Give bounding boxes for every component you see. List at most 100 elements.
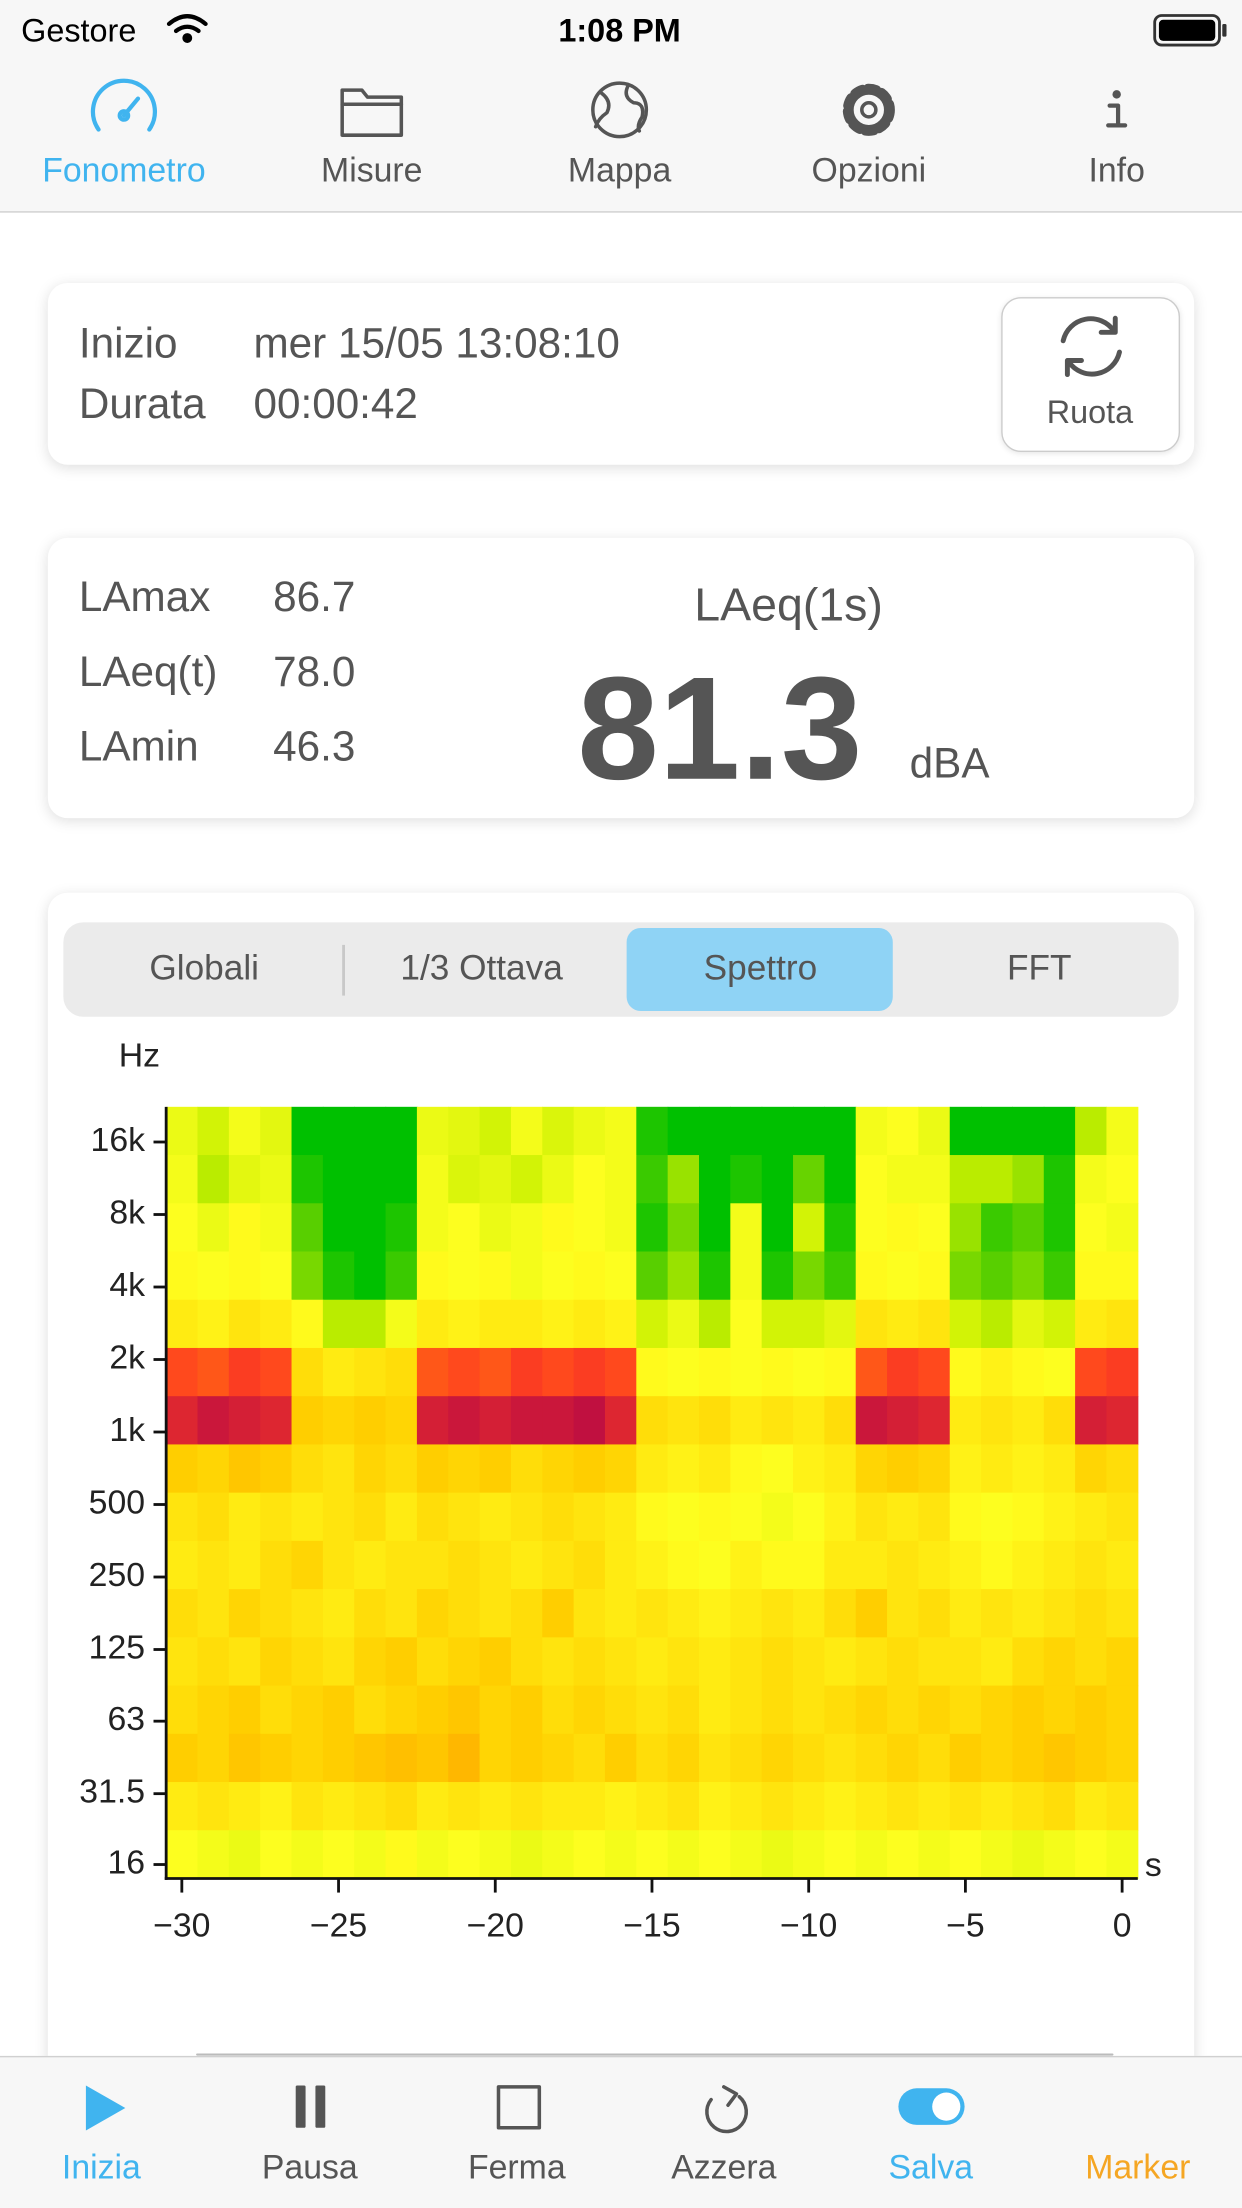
heat-cell bbox=[667, 1203, 700, 1253]
heat-cell bbox=[730, 1589, 763, 1638]
heat-cell bbox=[166, 1299, 199, 1349]
tab-label[interactable]: Opzioni bbox=[811, 152, 927, 191]
heat-cell bbox=[354, 1733, 387, 1783]
duration-value: 00:00:42 bbox=[253, 381, 418, 429]
heat-cell bbox=[1075, 1685, 1108, 1735]
heat-cell bbox=[260, 1637, 293, 1687]
heat-cell bbox=[542, 1444, 575, 1494]
heat-cell bbox=[604, 1106, 637, 1156]
heat-cell bbox=[354, 1347, 387, 1397]
heat-cell bbox=[166, 1396, 199, 1445]
heat-cell bbox=[354, 1444, 387, 1494]
reset-icon[interactable] bbox=[705, 2085, 748, 2134]
segment[interactable]: 1/3 Ottava bbox=[400, 948, 563, 988]
heat-cell bbox=[385, 1106, 418, 1156]
tab-label[interactable]: Fonometro bbox=[42, 152, 206, 191]
heat-cell bbox=[291, 1685, 324, 1735]
heat-cell bbox=[416, 1106, 449, 1156]
heat-cell bbox=[949, 1347, 982, 1397]
heat-cell bbox=[322, 1540, 355, 1590]
heat-cell bbox=[416, 1733, 449, 1783]
heat-cell bbox=[573, 1299, 606, 1349]
heat-cell bbox=[918, 1444, 951, 1494]
heat-cell bbox=[385, 1540, 418, 1590]
toolbar-label[interactable]: Ferma bbox=[467, 2148, 566, 2187]
heat-cell bbox=[322, 1782, 355, 1831]
toolbar-label[interactable]: Salva bbox=[888, 2148, 974, 2187]
heat-cell bbox=[698, 1251, 731, 1301]
icon-part bbox=[315, 2085, 326, 2128]
heat-cell bbox=[761, 1637, 794, 1687]
heat-cell bbox=[1106, 1396, 1139, 1445]
heat-cell bbox=[855, 1733, 888, 1783]
segment[interactable]: Spettro bbox=[703, 948, 818, 988]
level-label: LAmin bbox=[78, 723, 199, 771]
heat-cell bbox=[385, 1492, 418, 1542]
heat-cell bbox=[573, 1251, 606, 1301]
toolbar-label[interactable]: Azzera bbox=[671, 2148, 777, 2187]
play-icon[interactable] bbox=[85, 2085, 126, 2131]
heat-cell bbox=[887, 1540, 919, 1590]
heat-cell bbox=[385, 1589, 418, 1638]
heat-cell bbox=[1043, 1782, 1076, 1831]
heat-cell bbox=[949, 1540, 982, 1590]
heat-cell bbox=[667, 1782, 700, 1831]
heat-cell bbox=[479, 1203, 512, 1253]
segment[interactable]: Globali bbox=[149, 948, 259, 988]
heat-cell bbox=[855, 1203, 888, 1253]
tab-label[interactable]: Info bbox=[1088, 152, 1145, 191]
heat-cell bbox=[228, 1444, 261, 1494]
heat-cell bbox=[730, 1540, 763, 1590]
heat-cell bbox=[730, 1203, 763, 1253]
heat-cell bbox=[291, 1396, 324, 1445]
heat-cell bbox=[855, 1396, 888, 1445]
y-tick-label: 125 bbox=[89, 1628, 145, 1666]
toolbar-label[interactable]: Marker bbox=[1085, 2148, 1191, 2187]
heat-cell bbox=[761, 1685, 794, 1735]
heat-cell bbox=[1012, 1637, 1045, 1687]
heat-cell bbox=[291, 1299, 324, 1349]
segment[interactable]: FFT bbox=[1006, 948, 1072, 988]
heat-cell bbox=[855, 1685, 888, 1735]
heat-cell bbox=[228, 1685, 261, 1735]
heat-cell bbox=[385, 1733, 418, 1783]
toolbar-label[interactable]: Pausa bbox=[261, 2148, 358, 2187]
rotate-label[interactable]: Ruota bbox=[1046, 393, 1134, 431]
heat-cell bbox=[887, 1589, 919, 1638]
heat-cell bbox=[260, 1299, 293, 1349]
heat-cell bbox=[636, 1106, 669, 1156]
heat-cell bbox=[949, 1637, 982, 1687]
pause-icon[interactable] bbox=[295, 2085, 326, 2128]
save-toggle[interactable] bbox=[898, 2088, 965, 2125]
main-value: 81.3 bbox=[577, 647, 863, 812]
heat-cell bbox=[1043, 1589, 1076, 1638]
heat-cell bbox=[573, 1106, 606, 1156]
heat-cell bbox=[1043, 1203, 1076, 1253]
heat-cell bbox=[260, 1782, 293, 1831]
heat-cell bbox=[636, 1492, 669, 1542]
toolbar-label[interactable]: Inizia bbox=[61, 2148, 141, 2187]
heat-cell bbox=[887, 1396, 919, 1445]
tab-label[interactable]: Misure bbox=[321, 152, 423, 191]
heat-cell bbox=[667, 1299, 700, 1349]
heat-cell bbox=[166, 1444, 199, 1494]
heat-cell bbox=[698, 1830, 731, 1880]
heat-cell bbox=[793, 1540, 825, 1590]
heat-cell bbox=[448, 1733, 481, 1783]
heat-cell bbox=[228, 1589, 261, 1638]
level-value: 78.0 bbox=[273, 649, 356, 696]
heat-cell bbox=[730, 1492, 763, 1542]
heat-cell bbox=[1012, 1444, 1045, 1494]
heat-cell bbox=[667, 1106, 700, 1156]
tab-label[interactable]: Mappa bbox=[567, 152, 672, 191]
heat-cell bbox=[479, 1540, 512, 1590]
heat-cell bbox=[166, 1540, 199, 1590]
heat-cell bbox=[542, 1637, 575, 1687]
stop-icon[interactable] bbox=[496, 2085, 542, 2130]
heat-cell bbox=[322, 1685, 355, 1735]
heat-cell bbox=[604, 1203, 637, 1253]
y-tick-label: 250 bbox=[89, 1556, 145, 1594]
heat-cell bbox=[542, 1299, 575, 1349]
heat-cell bbox=[291, 1155, 324, 1204]
